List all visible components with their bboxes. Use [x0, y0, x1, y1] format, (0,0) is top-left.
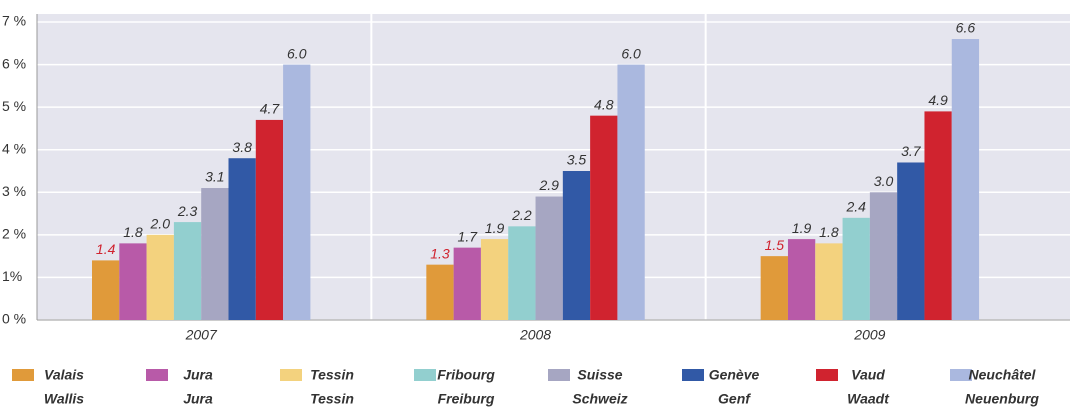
legend-label: Suisse	[577, 367, 622, 383]
legend-swatch	[280, 369, 302, 381]
bar	[119, 243, 147, 320]
bar	[787, 239, 816, 320]
y-tick-label: 0 %	[2, 311, 26, 327]
bar	[146, 234, 174, 320]
y-tick-label: 6 %	[2, 55, 26, 71]
legend-swatch	[548, 369, 570, 381]
value-label: 1.7	[458, 228, 479, 244]
y-tick-label: 1%	[2, 268, 22, 284]
value-label: 1.5	[765, 237, 785, 253]
value-label: 2.0	[150, 216, 171, 232]
y-tick-label: 7 %	[2, 13, 26, 29]
bar	[815, 243, 843, 320]
legend-label: Jura	[183, 367, 213, 383]
x-tick-label: 2008	[519, 327, 551, 343]
legend-swatch	[682, 369, 704, 381]
legend-swatch	[12, 369, 34, 381]
value-label: 3.0	[874, 173, 894, 189]
legend-label: Freiburg	[438, 391, 495, 407]
value-label: 2.2	[511, 207, 532, 223]
bar	[426, 264, 454, 320]
legend-label: Genf	[718, 391, 751, 407]
bar	[869, 192, 898, 320]
bar	[760, 256, 788, 320]
legend-label: Genève	[709, 367, 760, 383]
legend-label: Waadt	[847, 391, 890, 407]
bar	[535, 196, 563, 320]
value-label: 2.9	[538, 177, 559, 193]
bar	[951, 39, 980, 321]
bar	[842, 217, 870, 320]
value-label: 4.8	[594, 96, 614, 112]
bar	[590, 115, 618, 321]
legend-swatch	[146, 369, 168, 381]
legend-label: Valais	[44, 367, 84, 383]
value-label: 3.5	[567, 152, 587, 168]
legend-label: Neuchâtel	[969, 367, 1037, 383]
y-tick-label: 4 %	[2, 140, 26, 156]
value-label: 4.9	[928, 92, 948, 108]
value-label: 6.0	[621, 45, 641, 61]
bar	[453, 247, 481, 320]
bar	[255, 119, 284, 321]
value-label: 3.8	[232, 139, 252, 155]
bar	[173, 222, 202, 320]
y-tick-label: 3 %	[2, 183, 26, 199]
legend-swatch	[414, 369, 436, 381]
y-tick-label: 2 %	[2, 226, 26, 242]
legend-label: Wallis	[44, 391, 84, 407]
value-label: 1.4	[96, 241, 116, 257]
bar	[897, 162, 925, 320]
bar	[924, 111, 952, 321]
legend-swatch	[950, 369, 972, 381]
value-label: 6.6	[956, 20, 976, 36]
bar	[508, 226, 536, 320]
value-label: 3.1	[205, 169, 224, 185]
legend-label: Jura	[183, 391, 213, 407]
value-label: 1.8	[819, 224, 839, 240]
value-label: 1.9	[485, 220, 505, 236]
legend-label: Schweiz	[572, 391, 627, 407]
value-label: 2.4	[845, 199, 866, 215]
value-label: 3.7	[901, 143, 922, 159]
bar	[617, 64, 645, 320]
legend-label: Fribourg	[437, 367, 495, 383]
x-tick-label: 2009	[853, 327, 885, 343]
bar	[480, 239, 509, 320]
bar	[283, 64, 311, 320]
legend-label: Neuenburg	[965, 391, 1039, 407]
value-label: 1.8	[123, 224, 143, 240]
value-label: 2.3	[177, 203, 198, 219]
bar	[562, 171, 591, 320]
value-label: 1.3	[430, 245, 450, 261]
legend-label: Vaud	[851, 367, 885, 383]
y-tick-label: 5 %	[2, 98, 26, 114]
bar	[228, 158, 256, 320]
x-tick-label: 2007	[185, 327, 218, 343]
legend-label: Tessin	[310, 367, 354, 383]
value-label: 6.0	[287, 45, 307, 61]
bar	[92, 260, 120, 320]
value-label: 1.9	[792, 220, 812, 236]
bar	[201, 188, 229, 320]
legend-label: Tessin	[310, 391, 354, 407]
value-label: 4.7	[260, 101, 281, 117]
legend-swatch	[816, 369, 838, 381]
